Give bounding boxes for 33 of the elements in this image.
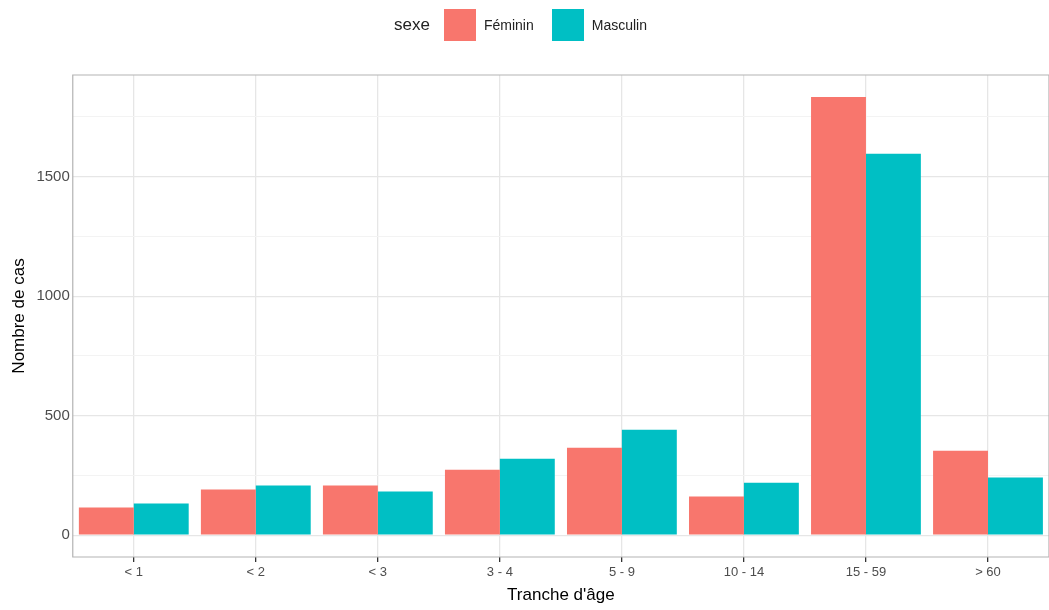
bar	[499, 458, 555, 535]
x-tick-label: < 1	[124, 564, 143, 580]
bar	[689, 496, 744, 535]
bar	[987, 477, 1043, 535]
bar	[133, 503, 189, 535]
bar	[78, 507, 134, 535]
bar	[200, 489, 256, 535]
legend-label: Masculin	[591, 17, 647, 33]
y-tick-label: 500	[44, 405, 70, 423]
bar	[743, 482, 799, 535]
bar	[322, 485, 378, 535]
x-tick-label: 15 - 59	[845, 564, 887, 580]
bar	[933, 450, 988, 535]
y-axis-title: Nombre de cas	[8, 258, 28, 374]
bar	[377, 491, 433, 535]
bar	[621, 429, 677, 535]
bar	[811, 97, 866, 535]
x-tick-label: > 60	[975, 564, 1001, 580]
x-axis-title: Tranche d'âge	[507, 585, 615, 605]
legend-label: Féminin	[483, 17, 534, 33]
x-tick-label: 5 - 9	[608, 564, 635, 580]
legend-title: sexe	[394, 15, 430, 35]
bar	[444, 469, 500, 535]
bar	[255, 485, 311, 535]
x-tick-label: < 2	[246, 564, 266, 580]
y-tick-label: 1500	[36, 166, 70, 184]
x-tick-label: 10 - 14	[723, 564, 765, 580]
x-tick-label: 3 - 4	[486, 564, 513, 580]
y-tick-label: 0	[61, 525, 70, 543]
bar	[566, 447, 622, 535]
bar	[865, 153, 921, 535]
y-tick-label: 1000	[36, 286, 70, 304]
x-tick-label: < 3	[368, 564, 388, 580]
